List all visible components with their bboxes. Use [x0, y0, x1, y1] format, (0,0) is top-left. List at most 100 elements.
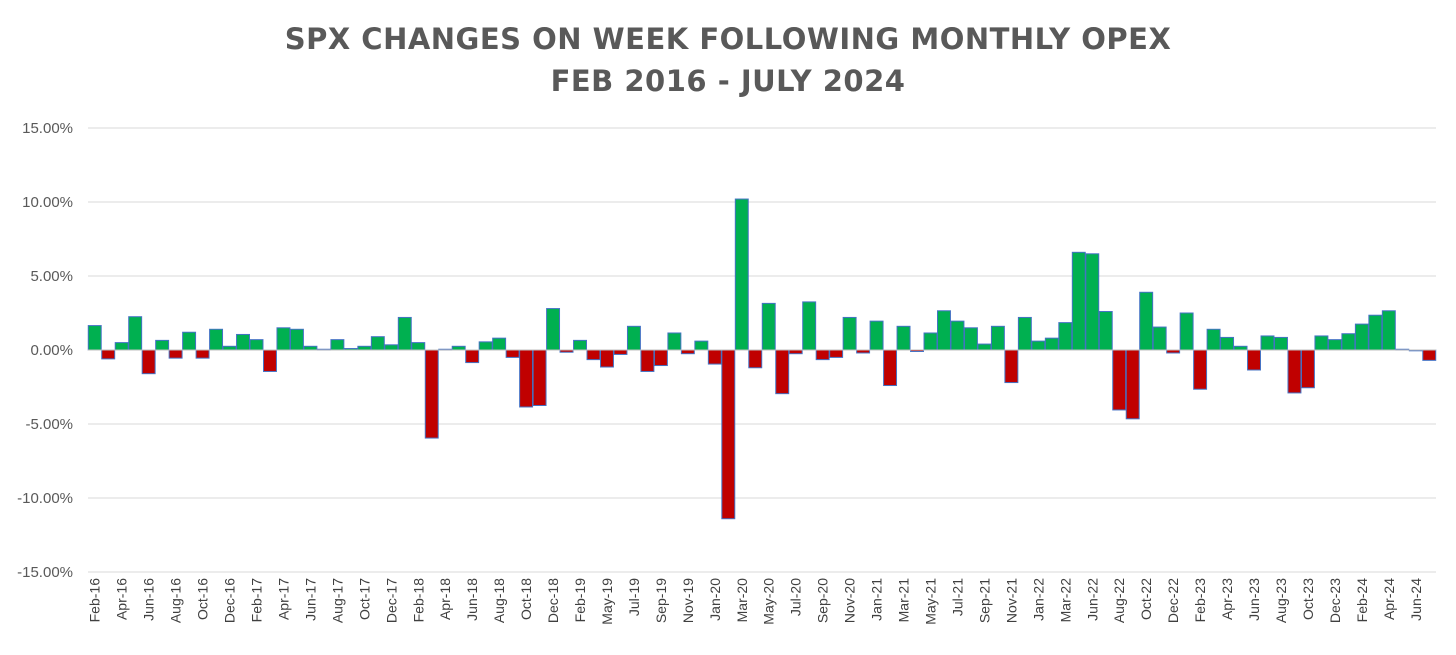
bar-nov-22	[1152, 326, 1167, 351]
chart-title: SPX CHANGES ON WEEK FOLLOWING MONTHLY OP…	[284, 22, 1172, 56]
x-tick-label: Aug-22	[1111, 578, 1127, 623]
bar-nov-19	[680, 349, 695, 355]
bar-jul-16	[155, 339, 170, 351]
bar-jan-18	[397, 316, 412, 351]
bar-feb-16	[87, 325, 102, 351]
x-tick-label: Mar-20	[734, 578, 750, 623]
bar-feb-23	[1193, 349, 1208, 390]
bar-feb-18	[411, 342, 426, 351]
bar-may-17	[289, 328, 304, 351]
bar-mar-16	[101, 349, 116, 360]
bar-oct-19	[667, 332, 682, 351]
bar-dec-16	[222, 345, 237, 351]
y-tick-label: 0.00%	[30, 342, 73, 359]
x-tick-label: Aug-23	[1273, 578, 1289, 623]
bar-sep-16	[182, 331, 197, 351]
x-tick-label: Feb-24	[1354, 578, 1370, 623]
bar-apr-16	[114, 342, 129, 351]
x-tick-label: Jun-23	[1246, 578, 1262, 621]
y-tick-label: -5.00%	[25, 416, 73, 433]
bar-jul-19	[626, 325, 641, 351]
x-tick-label: Apr-23	[1219, 578, 1235, 620]
x-tick-label: Dec-22	[1165, 578, 1181, 623]
bar-mar-17	[263, 349, 277, 372]
x-tick-label: Jun-17	[302, 578, 318, 621]
bar-sep-20	[815, 349, 830, 361]
bar-oct-17	[357, 345, 372, 351]
x-tick-label: Feb-18	[410, 578, 426, 623]
x-tick-label: Jun-16	[141, 578, 157, 621]
bar-aug-16	[168, 349, 183, 359]
x-tick-label: Oct-18	[518, 578, 534, 620]
x-tick-label: Mar-22	[1057, 578, 1073, 623]
x-tick-label: Oct-23	[1300, 578, 1316, 620]
y-tick-label: 10.00%	[22, 194, 73, 211]
x-tick-label: Feb-17	[249, 578, 265, 623]
x-tick-label: Jul-20	[788, 578, 804, 616]
bar-feb-17	[249, 339, 264, 351]
bar-may-19	[600, 349, 614, 368]
bar-mar-23	[1206, 328, 1221, 351]
bar-dec-18	[546, 308, 561, 351]
bar-dec-17	[384, 344, 399, 351]
y-tick-label: -10.00%	[17, 490, 73, 507]
x-tick-label: Sep-21	[976, 578, 992, 623]
x-tick-label: Jun-18	[464, 578, 480, 621]
x-tick-label: Dec-17	[383, 578, 399, 623]
bar-apr-17	[276, 327, 291, 351]
x-tick-label: Sep-19	[653, 578, 669, 623]
x-tick-label: Nov-20	[842, 578, 858, 623]
bar-mar-24	[1368, 314, 1383, 351]
bar-may-21	[923, 332, 938, 351]
x-tick-label: Feb-16	[87, 578, 103, 623]
bar-nov-21	[1004, 349, 1019, 384]
bar-apr-23	[1220, 336, 1235, 351]
x-tick-label: Oct-16	[195, 578, 211, 620]
bar-feb-22	[1044, 337, 1059, 351]
bar-feb-19	[573, 339, 587, 351]
bar-jun-18	[465, 349, 480, 364]
x-tick-label: Dec-18	[545, 578, 561, 623]
bar-nov-23	[1314, 335, 1329, 351]
bar-mar-18	[424, 349, 439, 439]
x-tick-label: Jun-22	[1084, 578, 1100, 621]
bar-aug-17	[330, 339, 345, 351]
x-tick-label: May-21	[923, 578, 939, 625]
bar-apr-20	[748, 349, 763, 369]
x-tick-label: Apr-17	[275, 578, 291, 620]
x-tick-label: Apr-24	[1381, 578, 1397, 620]
x-tick-label: Dec-16	[222, 578, 238, 623]
bar-jun-21	[937, 310, 951, 351]
x-tick-label: Sep-20	[815, 578, 831, 623]
bar-oct-20	[829, 349, 844, 358]
x-tick-label: Feb-23	[1192, 578, 1208, 623]
bar-jul-22	[1098, 311, 1113, 351]
bar-oct-22	[1139, 291, 1154, 351]
chart-subtitle: FEB 2016 - JULY 2024	[550, 64, 906, 98]
bar-dec-19	[694, 340, 709, 351]
bar-jul-18	[478, 341, 493, 351]
x-tick-label: Mar-21	[896, 578, 912, 623]
bar-aug-21	[963, 327, 978, 351]
bar-nov-16	[209, 328, 224, 351]
bar-aug-23	[1274, 336, 1288, 351]
bar-aug-22	[1112, 349, 1127, 411]
bar-sep-23	[1287, 349, 1302, 394]
bar-sep-18	[505, 349, 520, 358]
bar-may-16	[128, 316, 143, 351]
bar-sep-22	[1125, 349, 1140, 420]
x-tick-label: Jan-20	[707, 578, 723, 621]
y-tick-label: 15.00%	[22, 120, 73, 137]
bar-may-20	[761, 302, 776, 351]
bar-apr-24	[1381, 310, 1396, 351]
bar-sep-19	[653, 349, 668, 367]
bar-feb-21	[883, 349, 898, 387]
x-tick-label: Oct-17	[356, 578, 372, 620]
bar-mar-20	[734, 198, 749, 351]
x-tick-label: Jan-21	[869, 578, 885, 621]
bar-jan-20	[707, 349, 722, 365]
x-tick-label: Jun-24	[1408, 578, 1424, 621]
bar-mar-19	[586, 349, 601, 361]
bar-aug-18	[492, 337, 507, 351]
